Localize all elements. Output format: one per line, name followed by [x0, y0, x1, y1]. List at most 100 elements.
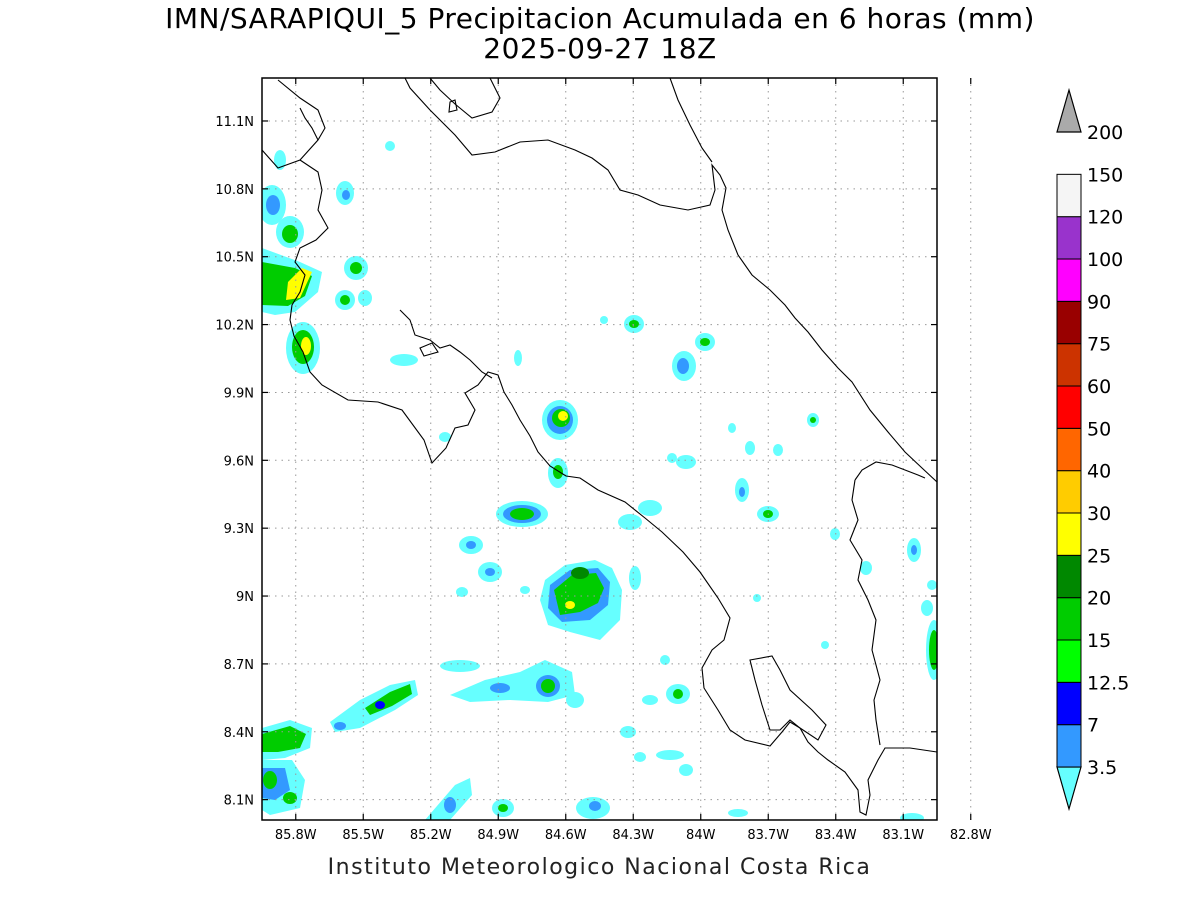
colorbar-swatch [1056, 427, 1082, 472]
colorbar-label: 120 [1087, 207, 1123, 229]
rain-cell [620, 726, 636, 738]
lat-tick-label: 9N [236, 590, 254, 605]
rain-cell [510, 508, 534, 520]
rain-cell [340, 295, 350, 305]
lat-tick-label: 8.7N [224, 658, 254, 673]
rain-cell [600, 316, 608, 324]
rain-cell [900, 813, 924, 820]
colorbar: 3.5 7 12.5 15 20 25 30 40 50 60 75 90 100 120 150 200 [1056, 87, 1129, 812]
colorbar-swatch [1056, 512, 1082, 556]
nicaragua-costa-rica-border [404, 78, 937, 483]
rain-cell [283, 792, 297, 804]
rain-cell [728, 809, 748, 817]
rain-cell [821, 641, 829, 649]
colorbar-swatch [1056, 597, 1082, 641]
colorbar-label: 30 [1087, 503, 1111, 525]
longitude-axis: 85.8W 85.5W 85.2W 84.9W 84.6W 84.3W 84W 83.7W 83… [275, 78, 992, 843]
lon-tick-label: 84W [686, 828, 716, 843]
panama-border [854, 461, 926, 481]
island [419, 342, 439, 357]
rain-cell [667, 453, 677, 463]
rain-cell [350, 262, 362, 274]
rain-cell [860, 561, 872, 575]
plot-frame [261, 77, 938, 821]
lon-tick-label: 85.5W [342, 828, 384, 843]
rain-cell [634, 752, 646, 762]
colorbar-label: 40 [1087, 461, 1111, 483]
rain-cell [466, 541, 476, 549]
rain-cell [490, 683, 510, 693]
rain-cell [439, 432, 451, 442]
colorbar-label: 12.5 [1087, 672, 1129, 694]
lon-tick-label: 84.3W [612, 828, 654, 843]
lon-tick-label: 84.6W [545, 828, 587, 843]
rain-cell [266, 195, 280, 215]
colorbar-label: 75 [1087, 334, 1111, 356]
colorbar-swatch [1056, 173, 1082, 218]
rain-cell [728, 423, 736, 433]
rain-cell [282, 225, 298, 243]
rain-cell [589, 801, 601, 811]
rain-cell [485, 568, 495, 576]
credit-text: Instituto Meteorologico Nacional Costa R… [327, 855, 872, 880]
rain-cell [520, 586, 530, 594]
colorbar-label: 20 [1087, 588, 1111, 610]
lat-tick-label: 9.9N [224, 386, 254, 401]
map-subtitle: 2025-09-27 18Z [483, 32, 717, 65]
lat-tick-label: 10.5N [215, 251, 254, 266]
rain-cell [334, 722, 346, 730]
lat-tick-label: 10.2N [215, 319, 254, 334]
grid-lines [262, 78, 972, 820]
colorbar-label: 60 [1087, 376, 1111, 398]
rain-cell [642, 695, 658, 705]
rain-cell [390, 354, 418, 366]
latitude-axis: 11.1N 10.8N 10.5N 10.2N 9.9N 9.6N 9.3N 9N 8.7N 8.… [215, 115, 937, 809]
rain-cell [911, 545, 917, 555]
rain-cell [456, 587, 468, 597]
rain-cell [444, 797, 456, 813]
rain-cell [566, 692, 584, 708]
rain-cell [571, 567, 589, 579]
colorbar-label: 100 [1087, 249, 1123, 271]
rain-cell [440, 660, 480, 672]
lat-tick-label: 9.6N [224, 454, 254, 469]
rain-cell [618, 514, 642, 530]
rain-cell [342, 190, 350, 200]
rain-cell [274, 150, 286, 170]
rain-cell [700, 338, 710, 346]
colorbar-swatch [1056, 87, 1082, 133]
map-title: IMN/SARAPIQUI_5 Precipitacion Acumulada … [165, 2, 1035, 35]
colorbar-swatch [1056, 258, 1082, 302]
rain-cell [660, 655, 670, 665]
rain-cell [638, 500, 662, 516]
rain-cell [656, 750, 684, 760]
colorbar-label: 7 [1087, 715, 1099, 737]
rain-cell [385, 141, 395, 151]
rain-cell [927, 580, 937, 590]
rain-cell [677, 358, 689, 374]
colorbar-label: 150 [1087, 164, 1123, 186]
colorbar-swatch [1056, 385, 1082, 429]
colorbar-label: 25 [1087, 545, 1111, 567]
coastlines [262, 78, 937, 816]
colorbar-swatch [1056, 343, 1082, 387]
rain-cell [673, 689, 683, 699]
lake-nicaragua-shore [429, 78, 501, 119]
precipitation-field [262, 141, 937, 820]
rain-cell [830, 528, 840, 540]
lat-tick-label: 10.8N [215, 183, 254, 198]
rain-cell [262, 726, 306, 752]
rain-cell [629, 320, 639, 328]
rain-cell [629, 566, 641, 590]
colorbar-label: 200 [1087, 122, 1123, 144]
colorbar-label: 3.5 [1087, 757, 1117, 779]
rain-cell [773, 444, 783, 456]
rain-cell [679, 764, 693, 776]
colorbar-swatch [1056, 554, 1082, 599]
lon-tick-label: 83.7W [747, 828, 789, 843]
rain-cell [498, 804, 508, 812]
rain-cell [514, 350, 522, 366]
lat-tick-label: 8.1N [224, 794, 254, 809]
rain-cell [921, 600, 933, 616]
small-island [448, 99, 458, 113]
